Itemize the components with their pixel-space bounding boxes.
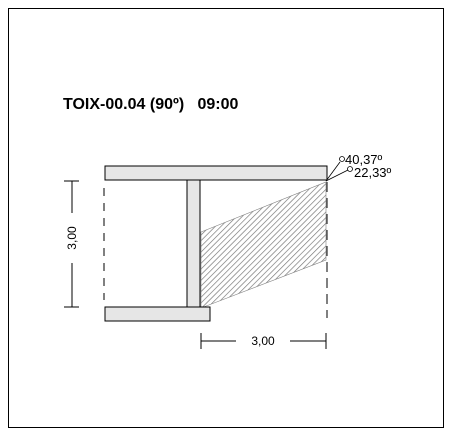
angle-leaders bbox=[325, 156, 353, 182]
drawing-title: TOIX-00.04 (90º) 09:00 bbox=[63, 96, 238, 114]
bottom-flange bbox=[104, 306, 211, 322]
height-label: 3,00 bbox=[65, 226, 79, 250]
shadow-area bbox=[200, 181, 327, 309]
section-code: TOIX-00.04 (90º) bbox=[63, 96, 185, 113]
width-label: 3,00 bbox=[251, 334, 275, 348]
upper-angle-label: 40,37º bbox=[345, 152, 383, 167]
horizontal-dimension: 3,00 bbox=[200, 333, 327, 349]
section-time: 09:00 bbox=[197, 96, 239, 113]
vertical-dimension: 3,00 bbox=[64, 180, 79, 308]
lower-angle-label: 22,33º bbox=[354, 165, 392, 180]
section-drawing: 3,00 3,00 40,37º 22,33º bbox=[64, 152, 392, 349]
top-slab bbox=[104, 165, 328, 181]
vertical-web bbox=[186, 179, 201, 308]
